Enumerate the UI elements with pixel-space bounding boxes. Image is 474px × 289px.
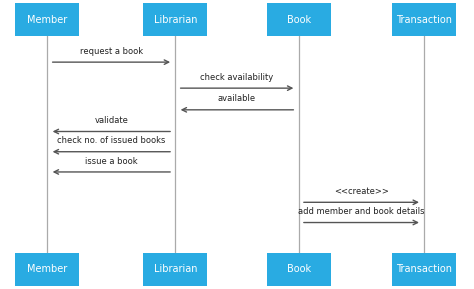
Text: issue a book: issue a book bbox=[85, 157, 138, 166]
Text: add member and book details: add member and book details bbox=[298, 207, 425, 216]
Text: check no. of issued books: check no. of issued books bbox=[57, 136, 165, 145]
Text: check availability: check availability bbox=[201, 73, 273, 82]
Text: Member: Member bbox=[27, 264, 67, 275]
Text: available: available bbox=[218, 95, 256, 103]
Text: Transaction: Transaction bbox=[396, 14, 452, 25]
FancyBboxPatch shape bbox=[15, 253, 80, 286]
Text: Book: Book bbox=[287, 14, 310, 25]
FancyBboxPatch shape bbox=[266, 253, 331, 286]
Text: <<create>>: <<create>> bbox=[334, 187, 389, 196]
Text: request a book: request a book bbox=[80, 47, 143, 56]
FancyBboxPatch shape bbox=[15, 3, 80, 36]
FancyBboxPatch shape bbox=[143, 3, 207, 36]
FancyBboxPatch shape bbox=[392, 3, 456, 36]
FancyBboxPatch shape bbox=[143, 253, 207, 286]
Text: Book: Book bbox=[287, 264, 310, 275]
Text: Transaction: Transaction bbox=[396, 264, 452, 275]
Text: Member: Member bbox=[27, 14, 67, 25]
FancyBboxPatch shape bbox=[266, 3, 331, 36]
Text: Librarian: Librarian bbox=[154, 264, 197, 275]
Text: Librarian: Librarian bbox=[154, 14, 197, 25]
FancyBboxPatch shape bbox=[392, 253, 456, 286]
Text: validate: validate bbox=[94, 116, 128, 125]
